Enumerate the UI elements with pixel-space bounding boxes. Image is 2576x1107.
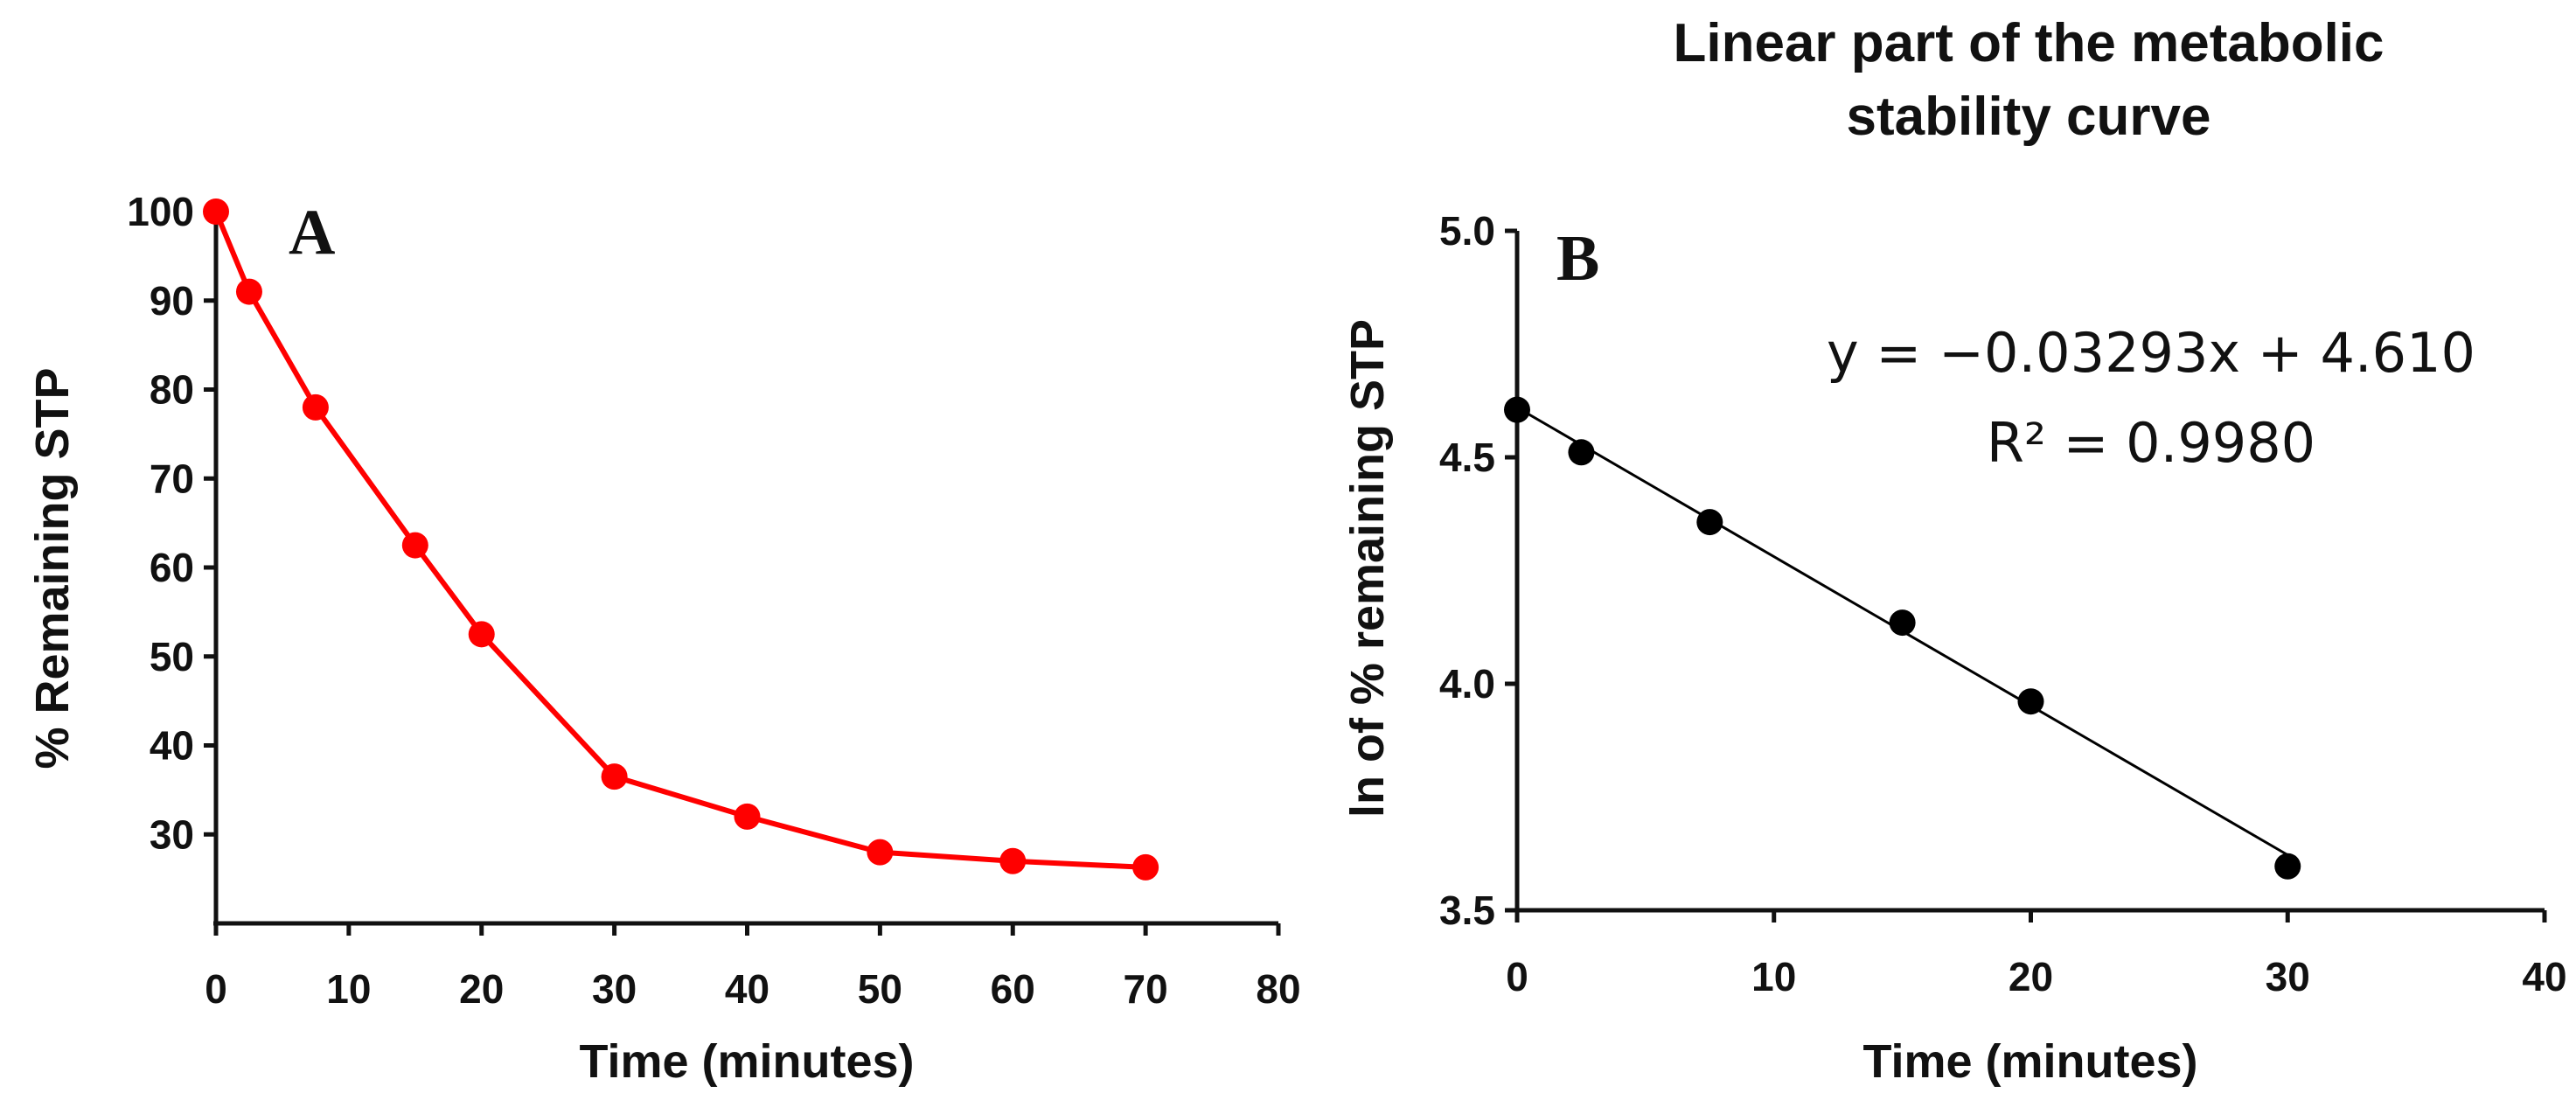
chart-a-data-point (601, 763, 628, 790)
chart-a-x-tick-label: 0 (205, 966, 227, 1012)
chart-a: A 30 40 50 60 70 80 90 100 0 10 20 30 40 50 60 70 80 Ti… (26, 189, 1301, 1088)
chart-b-data-point (2017, 688, 2044, 715)
chart-b-data-point (1568, 439, 1595, 466)
chart-b-x-tick-label: 20 (2009, 954, 2053, 999)
fit-equation: y = −0.03293x + 4.610 (1827, 321, 2475, 385)
chart-a-y-tick-label: 80 (150, 367, 194, 413)
chart-a-y-tick-label: 100 (127, 189, 194, 234)
chart-a-x-tick-label: 70 (1124, 966, 1168, 1012)
chart-b-x-tick-label: 10 (1751, 954, 1796, 999)
chart-a-data-point (401, 532, 428, 559)
chart-a-data-point (203, 198, 229, 225)
chart-a-x-label: Time (minutes) (579, 1035, 914, 1088)
chart-a-data-point (999, 847, 1027, 874)
chart-a-data-point (302, 393, 329, 421)
chart-a-y-tick-label: 40 (150, 723, 194, 769)
chart-a-x-tick-label: 20 (459, 966, 504, 1012)
chart-b-y-tick-label: 3.5 (1439, 888, 1495, 933)
chart-a-data-point (468, 621, 495, 648)
chart-b-data-point (1504, 396, 1530, 423)
chart-a-x-tick-label: 10 (326, 966, 371, 1012)
chart-b-x-label: Time (minutes) (1862, 1035, 2197, 1088)
chart-a-x-tick-label: 60 (991, 966, 1035, 1012)
chart-b-y-label: ln of % remaining STP (1341, 319, 1394, 818)
chart-b-data-point (1696, 509, 1723, 536)
chart-a-series-line (213, 210, 1146, 870)
panel-letter-a: A (289, 197, 335, 268)
chart-a-y-tick-label: 50 (150, 634, 194, 679)
chart-a-x-tick-label: 40 (725, 966, 769, 1012)
chart-a-x-tick-label: 80 (1256, 966, 1300, 1012)
chart-b-title-line-1: Linear part of the metabolic (1673, 13, 2384, 73)
chart-b: Linear part of the metabolic stability c… (1341, 13, 2567, 1088)
chart-a-data-point (734, 803, 761, 830)
chart-b-x-tick-label: 40 (2522, 954, 2566, 999)
chart-a-y-tick-label: 30 (150, 811, 194, 857)
chart-b-y-tick-label: 4.5 (1439, 435, 1495, 480)
chart-a-x-tick-label: 50 (858, 966, 902, 1012)
chart-a-data-point (867, 839, 894, 866)
chart-b-data-point (2274, 853, 2301, 880)
chart-b-y-tick-label: 5.0 (1439, 208, 1495, 254)
chart-b-y-tick-label: 4.0 (1439, 661, 1495, 707)
chart-a-y-label: % Remaining STP (26, 367, 79, 769)
chart-a-y-tick-label: 60 (150, 545, 194, 590)
chart-b-x-tick-label: 30 (2266, 954, 2310, 999)
chart-a-data-point (1132, 853, 1159, 881)
r-squared: R² = 0.9980 (1987, 411, 2315, 475)
chart-b-title-line-2: stability curve (1847, 87, 2211, 147)
chart-a-y-tick-label: 70 (150, 456, 194, 501)
chart-b-x-tick-label: 0 (1506, 954, 1528, 999)
chart-a-data-point (235, 278, 262, 305)
chart-a-y-tick-label: 90 (150, 278, 194, 324)
chart-a-x-tick-label: 30 (592, 966, 637, 1012)
chart-b-data-point (1889, 609, 1916, 637)
panel-letter-b: B (1556, 223, 1599, 295)
